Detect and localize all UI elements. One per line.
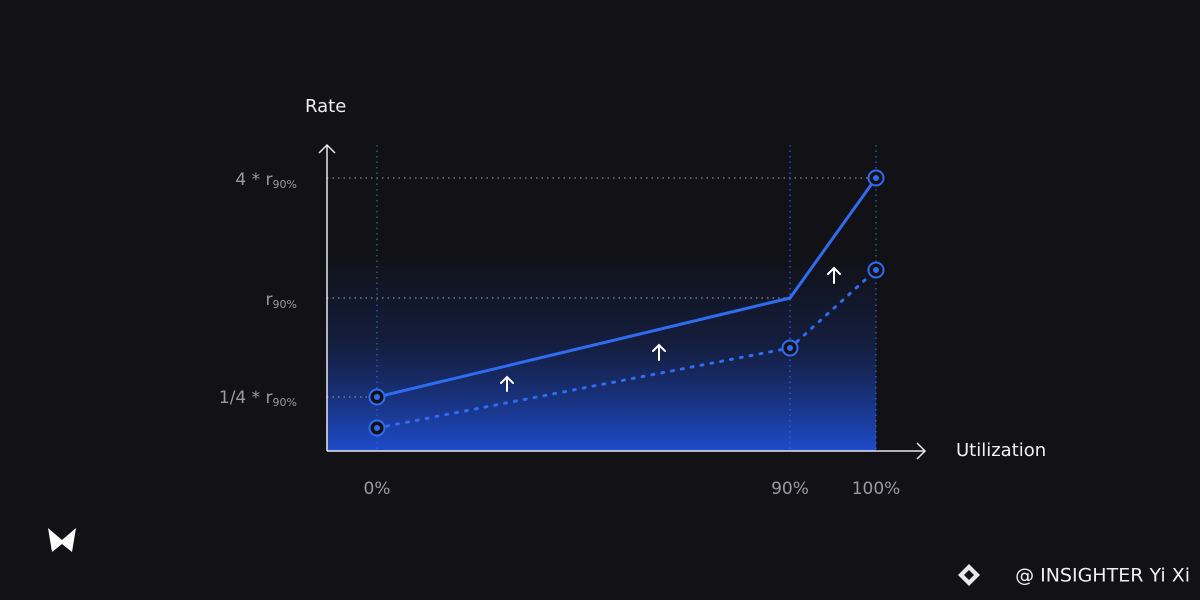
- x-axis-label: Utilization: [956, 440, 1046, 461]
- logo: [48, 528, 76, 552]
- new-rate-line: [376, 177, 878, 399]
- arrow: [827, 266, 841, 284]
- watermark: @ INSIGHTER Yi Xi: [1015, 565, 1190, 587]
- up-arrows: [500, 266, 841, 392]
- y-tick-label: 1/4 * r90%: [219, 388, 297, 409]
- x-tick-label: 0%: [364, 479, 391, 499]
- y-tick-label: r90%: [266, 290, 297, 311]
- vertical-guides: [376, 145, 877, 451]
- y-ticks: 4 * r90% r90% 1/4 * r90%: [219, 170, 297, 409]
- y-axis: [318, 143, 336, 451]
- point: [781, 339, 799, 357]
- x-tick-label: 90%: [771, 479, 809, 499]
- x-axis: [327, 442, 927, 460]
- point: [368, 388, 386, 406]
- x-ticks: 0% 90% 100%: [364, 479, 901, 499]
- arrow: [500, 375, 514, 392]
- axes: [318, 143, 927, 460]
- point: [867, 261, 885, 279]
- guide-lines: [327, 177, 876, 398]
- y-axis-label: Rate: [305, 96, 346, 117]
- point: [867, 169, 885, 187]
- points: [368, 169, 885, 437]
- y-tick-label: 4 * r90%: [235, 170, 297, 191]
- watermark-icon: [958, 564, 980, 586]
- arrow: [652, 343, 666, 361]
- point: [368, 419, 386, 437]
- x-tick-label: 100%: [852, 479, 901, 499]
